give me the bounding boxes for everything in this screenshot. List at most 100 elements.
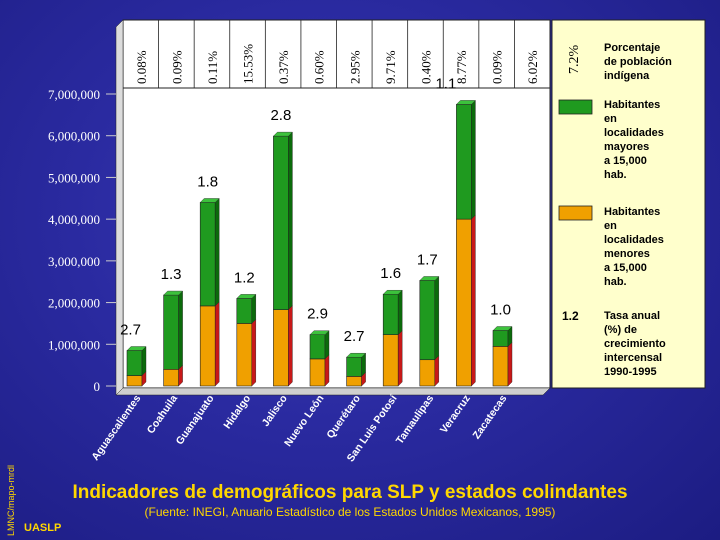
- plot-side-wall: [115, 19, 124, 396]
- growth-rate-label: 2.9: [307, 306, 328, 323]
- bar-top: [126, 346, 147, 351]
- legend-large-localities-label: a 15,000: [604, 155, 647, 167]
- growth-rate-label: 2.8: [270, 107, 291, 124]
- bar-segment-small-localities: [346, 376, 362, 387]
- growth-rate-label: 1.3: [161, 266, 182, 283]
- y-tick-label: 2,000,000: [48, 296, 100, 311]
- bar-side-small-localities: [507, 341, 513, 387]
- pct-indigenous-label: 0.40%: [418, 50, 433, 84]
- bar-side-large-localities: [324, 330, 330, 360]
- bar-top: [236, 294, 257, 299]
- growth-rate-label: 2.7: [120, 322, 141, 339]
- bar-top: [309, 330, 330, 335]
- legend-rate-label: intercensal: [604, 352, 662, 364]
- category-label: Coahuila: [145, 393, 180, 436]
- bar-segment-small-localities: [236, 323, 253, 387]
- legend-large-localities-label: hab.: [604, 169, 627, 181]
- bar-side-small-localities: [324, 354, 330, 387]
- bar-segment-large-localities: [309, 334, 326, 360]
- category-label: Zacatecas: [470, 393, 509, 442]
- chart-title: Indicadores de demográficos para SLP y e…: [72, 482, 628, 503]
- bar-segment-large-localities: [419, 280, 436, 361]
- y-tick-label: 1,000,000: [48, 337, 100, 352]
- legend-pct-label: indígena: [604, 70, 650, 82]
- chart-subtitle: (Fuente: INEGI, Anuario Estadístico de l…: [144, 505, 556, 519]
- bar-top: [346, 353, 367, 358]
- growth-rate-label: 1.8: [197, 173, 218, 190]
- y-tick-label: 3,000,000: [48, 254, 100, 269]
- bar-side-large-localities: [434, 275, 439, 361]
- y-tick-label: 4,000,000: [48, 212, 100, 227]
- plot-floor: [115, 387, 551, 396]
- legend-large-localities-label: Habitantes: [604, 99, 660, 111]
- pct-indigenous-label: 8.77%: [454, 50, 469, 84]
- bar-segment-large-localities: [236, 298, 253, 324]
- legend-rate-label: Tasa anual: [604, 310, 660, 322]
- pct-indigenous-label: 0.60%: [312, 50, 327, 84]
- bar-segment-small-localities: [456, 218, 472, 387]
- category-label: Aguascalientes: [89, 393, 143, 463]
- bar-segment-large-localities: [199, 202, 216, 307]
- pct-indigenous-label: 6.02%: [525, 50, 540, 84]
- bar-segment-large-localities: [492, 330, 509, 347]
- growth-rate-label: 1.2: [234, 269, 255, 286]
- bar-side-small-localities: [251, 318, 257, 387]
- bar-side-small-localities: [434, 355, 439, 387]
- bar-segment-large-localities: [456, 104, 472, 220]
- bar-segment-small-localities: [126, 375, 143, 387]
- bar-side-small-localities: [471, 214, 476, 387]
- bar-side-large-localities: [251, 293, 257, 324]
- pct-indigenous-label: 0.09%: [490, 50, 505, 84]
- bar-segment-large-localities: [126, 350, 143, 376]
- bar-segment-large-localities: [382, 293, 399, 335]
- pct-indigenous-label: 2.95%: [347, 50, 362, 84]
- growth-rate-label: 1.7: [417, 251, 438, 268]
- legend-rate-sample: 1.2: [562, 309, 579, 323]
- growth-rate-label: 1.0: [490, 302, 511, 319]
- legend-swatch-large-localities: [558, 99, 593, 115]
- legend-swatch-small-localities: [558, 205, 593, 221]
- legend-rate-label: (%) de: [604, 324, 637, 336]
- category-label: Veracruz: [438, 393, 473, 436]
- pct-indigenous-label: 9.71%: [383, 50, 398, 84]
- bar-segment-small-localities: [492, 346, 509, 387]
- legend-box: [551, 19, 706, 389]
- y-tick-label: 5,000,000: [48, 170, 100, 185]
- legend-small-localities-label: a 15,000: [604, 262, 647, 274]
- category-label: Querétaro: [324, 393, 363, 441]
- bar-top: [163, 290, 184, 296]
- bar-segment-small-localities: [382, 334, 399, 387]
- legend-pct-label: de población: [604, 56, 672, 68]
- bar-side-large-localities: [178, 290, 183, 370]
- category-label: Nuevo León: [282, 393, 326, 449]
- pct-indigenous-label: 0.08%: [134, 50, 149, 84]
- growth-rate-label: 1.1: [435, 75, 456, 92]
- bar-side-small-localities: [214, 301, 220, 387]
- bar-segment-small-localities: [199, 305, 216, 387]
- pct-indigenous-label: 0.11%: [205, 51, 220, 84]
- category-label: Tamaulipas: [394, 393, 437, 447]
- bar-segment-small-localities: [163, 369, 179, 387]
- pct-indigenous-label: 15.53%: [241, 44, 256, 84]
- credit-label: LMNC/mapo-mrdl: [6, 464, 16, 536]
- legend-small-localities-label: menores: [604, 248, 650, 260]
- bar-top: [272, 131, 293, 137]
- legend-pct-label: Porcentaje: [604, 42, 660, 54]
- growth-rate-label: 2.7: [344, 328, 365, 345]
- bar-segment-large-localities: [273, 135, 289, 310]
- y-tick-label: 0: [94, 379, 101, 394]
- bar-side-small-localities: [288, 305, 293, 387]
- pct-indigenous-label: 0.37%: [276, 50, 291, 84]
- y-tick-label: 7,000,000: [48, 87, 100, 102]
- legend-small-localities-label: hab.: [604, 276, 627, 288]
- legend-large-localities-label: mayores: [604, 141, 649, 153]
- growth-rate-label: 1.6: [380, 265, 401, 282]
- bar-segment-large-localities: [163, 294, 179, 370]
- legend-rate-label: crecimiento: [604, 338, 666, 350]
- legend-small-localities-label: localidades: [604, 234, 664, 246]
- bar-top: [455, 100, 476, 105]
- bar-side-large-localities: [288, 131, 293, 311]
- bar-segment-small-localities: [419, 359, 436, 387]
- category-label: Hidalgo: [221, 393, 253, 431]
